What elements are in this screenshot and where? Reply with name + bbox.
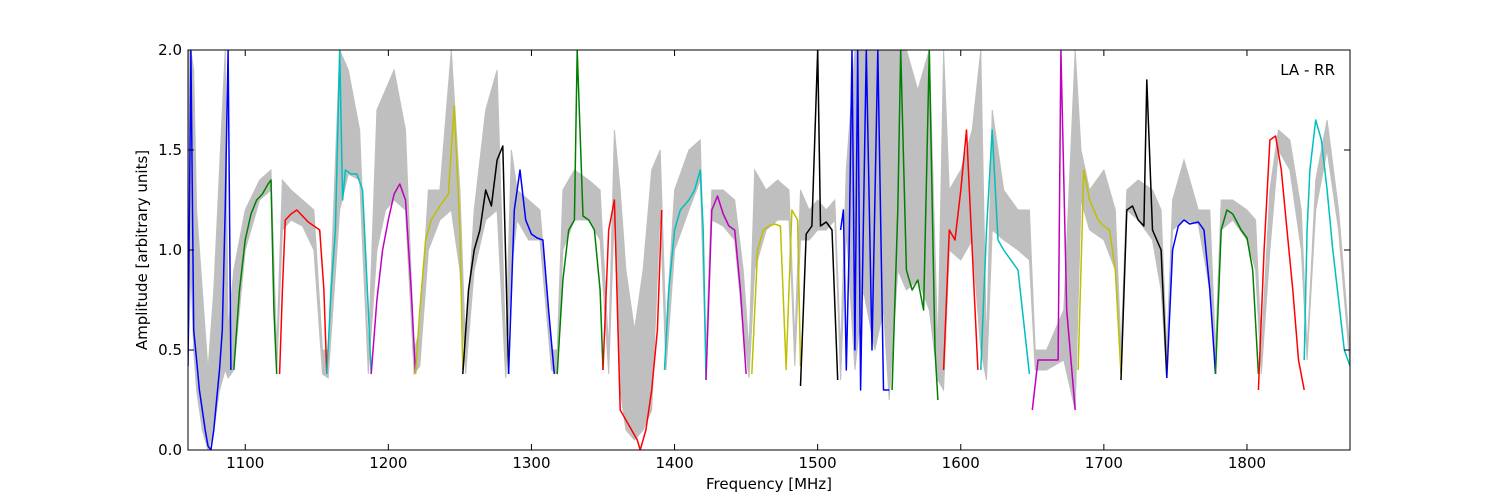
band-series-14 <box>785 209 802 367</box>
x-tick-label: 1400 <box>655 454 693 472</box>
band-series-20 <box>1031 50 1076 411</box>
background-band <box>188 50 1350 450</box>
x-tick-label: 1800 <box>1228 454 1266 472</box>
band-series-22 <box>1120 79 1168 381</box>
band-series-19 <box>980 129 1031 375</box>
band-series-11 <box>663 169 707 381</box>
band-series-26 <box>1303 119 1350 367</box>
band-series-25 <box>1257 135 1305 391</box>
x-tick-label: 1600 <box>942 454 980 472</box>
band-series-5 <box>370 183 417 375</box>
y-tick-label: 1.5 <box>158 141 182 159</box>
band-series-1 <box>188 50 232 450</box>
annotation-label: LA - RR <box>1280 61 1335 79</box>
band-series-13 <box>751 223 787 375</box>
band-series-18 <box>942 129 979 371</box>
x-axis-ticks: 1100 1200 1300 1400 1500 1600 1700 1800 <box>226 50 1266 472</box>
band-series-21 <box>1077 169 1122 375</box>
x-tick-label: 1300 <box>512 454 550 472</box>
band-series-24 <box>1214 209 1260 375</box>
band-series-23 <box>1166 219 1217 379</box>
x-tick-label: 1700 <box>1085 454 1123 472</box>
band-series-17 <box>891 50 939 401</box>
band-series-8 <box>507 169 556 375</box>
y-tick-label: 0.0 <box>158 441 182 459</box>
y-tick-label: 0.5 <box>158 341 182 359</box>
y-axis-label: Amplitude [arbitrary units] <box>133 150 151 350</box>
y-tick-label: 2.0 <box>158 41 182 59</box>
band-series-2 <box>233 179 278 375</box>
x-tick-label: 1100 <box>226 454 264 472</box>
band-series-10 <box>602 199 663 450</box>
band-series-15 <box>799 50 839 387</box>
background-band-layer <box>188 50 1350 450</box>
y-tick-label: 1.0 <box>158 241 182 259</box>
series-layer <box>188 50 1350 450</box>
x-tick-label: 1500 <box>799 454 837 472</box>
band-series-7 <box>462 145 510 375</box>
band-series-6 <box>414 105 464 375</box>
x-axis-label: Frequency [MHz] <box>706 475 832 493</box>
band-series-4 <box>326 50 372 375</box>
x-tick-label: 1200 <box>369 454 407 472</box>
band-series-9 <box>556 50 604 375</box>
band-series-3 <box>278 209 328 375</box>
band-series-16 <box>839 50 890 391</box>
band-series-12 <box>705 195 747 381</box>
y-axis-ticks: 0.0 0.5 1.0 1.5 2.0 <box>158 41 1350 459</box>
